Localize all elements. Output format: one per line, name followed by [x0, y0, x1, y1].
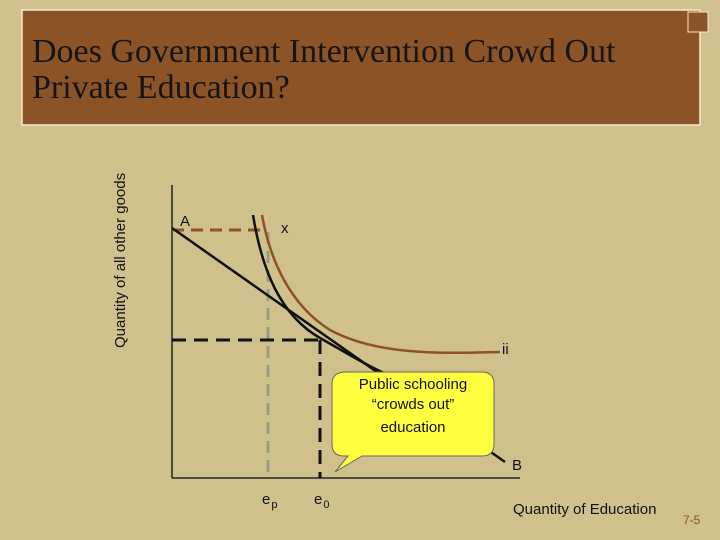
indifference-curve [251, 214, 401, 382]
slide-number: 7-5 [683, 513, 701, 527]
callout-text: Public schooling [359, 376, 467, 393]
x-marker-sub: p [271, 499, 277, 511]
callout-text: “crowds out” [372, 396, 455, 413]
title-bar [21, 9, 701, 126]
title-line: Does Government Intervention Crowd Out [32, 33, 616, 70]
point-label: ii [502, 341, 509, 358]
title-line: Private Education? [32, 69, 290, 106]
corner-square [687, 11, 709, 33]
y-axis-label: Quantity of all other goods [112, 173, 129, 348]
x-marker-base: e [262, 491, 270, 508]
indifference-curve [260, 214, 501, 355]
point-label: A [180, 213, 190, 230]
x-axis-label: Quantity of Education [513, 501, 656, 518]
x-marker: ep [262, 491, 277, 511]
x-marker-sub: 0 [323, 499, 329, 511]
point-label: B [512, 457, 522, 474]
point-label: x [281, 220, 289, 237]
x-marker-base: e [314, 491, 322, 508]
x-marker: e0 [314, 491, 329, 511]
callout [331, 371, 495, 473]
callout-text: education [380, 419, 445, 436]
